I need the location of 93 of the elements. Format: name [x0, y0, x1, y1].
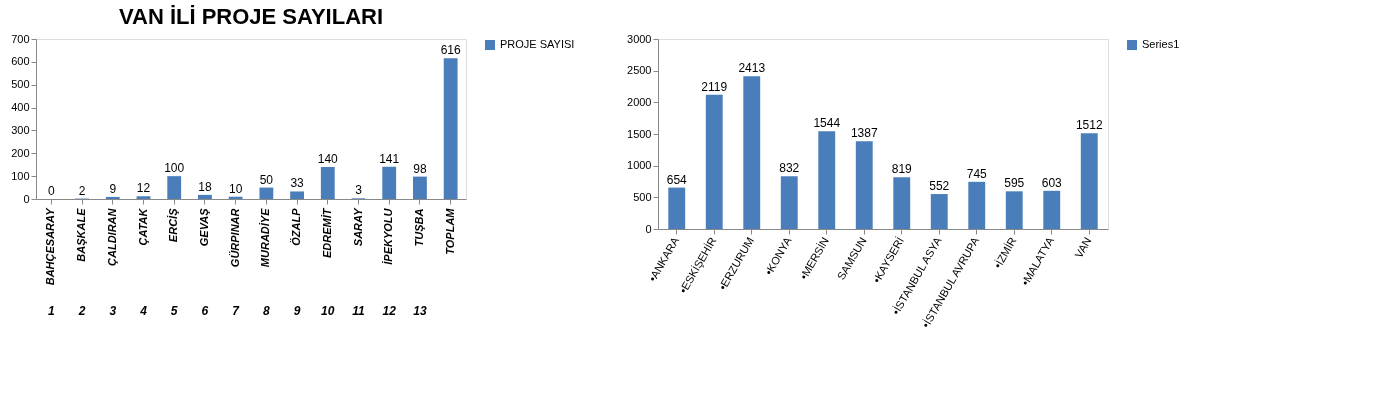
- data-label: 552: [929, 179, 950, 194]
- bar: [259, 187, 274, 199]
- bar: [105, 196, 120, 199]
- data-label: 98: [413, 161, 427, 176]
- text: 4: [139, 304, 148, 318]
- bar: [743, 76, 761, 229]
- x-tick-label: BAHÇESARAY: [44, 206, 57, 286]
- bar: [893, 177, 911, 229]
- text: 1: [48, 304, 56, 318]
- x-tick-label: GÜRPINAR: [228, 208, 241, 268]
- bar: [413, 176, 427, 199]
- data-label: 603: [1041, 175, 1063, 190]
- data-label: 2: [78, 183, 86, 198]
- text: 6: [201, 304, 209, 318]
- text: 5: [170, 304, 178, 318]
- text: 13: [413, 304, 427, 318]
- data-label: 33: [290, 176, 305, 191]
- y-tick-label: 700: [11, 32, 30, 45]
- y-tick-label: 500: [633, 190, 652, 203]
- data-label: 654: [666, 172, 688, 187]
- y-tick-label: 0: [23, 192, 30, 205]
- bar: [1043, 190, 1061, 229]
- bar: [198, 194, 212, 199]
- x-tick-label: TUŞBA: [412, 208, 425, 247]
- bar: [705, 94, 723, 229]
- bar: [382, 166, 397, 199]
- x-tick-label: ÖZALP: [290, 207, 303, 246]
- text: 9: [293, 304, 301, 318]
- legend-label: PROJE SAYISI: [500, 38, 575, 50]
- y-tick-label: 300: [11, 123, 30, 136]
- bar: [167, 176, 182, 199]
- data-label: 3: [355, 183, 363, 198]
- y-tick-label: 200: [11, 146, 30, 159]
- bar: [290, 191, 304, 199]
- bar: [930, 194, 948, 229]
- bar: [320, 167, 335, 199]
- x-tick-label: ERCİŞ: [167, 207, 180, 243]
- data-label: 100: [164, 161, 185, 176]
- text: 7: [232, 304, 241, 318]
- data-label: 10: [228, 181, 243, 196]
- data-label: 1387: [850, 126, 878, 141]
- y-tick-label: 100: [11, 169, 30, 182]
- bar: [668, 187, 686, 229]
- data-label: 2119: [701, 79, 728, 94]
- x-tick-label: MURADİYE: [259, 207, 272, 268]
- y-tick-label: 1000: [627, 159, 652, 172]
- data-label: 832: [779, 161, 800, 176]
- data-label: 2413: [738, 61, 766, 76]
- text: 8: [263, 304, 271, 318]
- text: 3: [109, 304, 117, 318]
- x-tick-label: ÇALDIRAN: [105, 207, 118, 266]
- bar: [780, 176, 798, 229]
- data-label: 819: [891, 162, 913, 177]
- data-label: 1512: [1075, 118, 1103, 133]
- text: 2: [77, 304, 86, 318]
- data-label: 595: [1004, 176, 1025, 191]
- data-label: 141: [379, 151, 400, 166]
- data-label: 140: [317, 152, 339, 166]
- y-tick-label: 3000: [627, 32, 652, 45]
- bar: [818, 131, 836, 229]
- y-tick-label: 0: [645, 222, 652, 235]
- bar: [855, 141, 873, 229]
- y-tick-label: 1500: [627, 127, 652, 140]
- data-label: 12: [136, 181, 151, 196]
- x-tick-label: SARAY: [351, 206, 364, 247]
- bar: [968, 181, 986, 229]
- x-tick-label: İPEKYOLU: [382, 207, 395, 265]
- chart-title: VAN İLİ PROJE SAYILARI: [118, 4, 384, 29]
- x-tick-label: TOPLAM: [443, 207, 456, 255]
- x-tick-label: GEVAŞ: [197, 207, 210, 247]
- legend-label: Series1: [1142, 38, 1180, 50]
- x-tick-label: EDREMİT: [320, 207, 333, 258]
- data-label: 50: [259, 172, 274, 187]
- text: 11: [352, 304, 366, 318]
- y-tick-label: 600: [11, 55, 30, 68]
- bar: [1080, 133, 1098, 229]
- data-label: 9: [109, 181, 117, 196]
- y-tick-label: 2500: [627, 64, 652, 77]
- text: 12: [382, 304, 397, 318]
- data-label: 0: [48, 184, 56, 198]
- data-label: 616: [440, 43, 461, 58]
- data-label: 18: [198, 179, 212, 194]
- y-tick-label: 400: [11, 101, 30, 114]
- data-label: 745: [966, 166, 988, 181]
- text: 10: [321, 304, 335, 318]
- y-tick-label: 2000: [627, 95, 652, 108]
- x-tick-label: ÇATAK: [136, 207, 149, 246]
- data-label: 1544: [813, 116, 841, 131]
- bar: [136, 196, 151, 199]
- bar: [443, 58, 458, 199]
- x-tick-label: BAŞKALE: [75, 207, 88, 262]
- bar: [1005, 191, 1023, 229]
- y-tick-label: 500: [11, 78, 30, 91]
